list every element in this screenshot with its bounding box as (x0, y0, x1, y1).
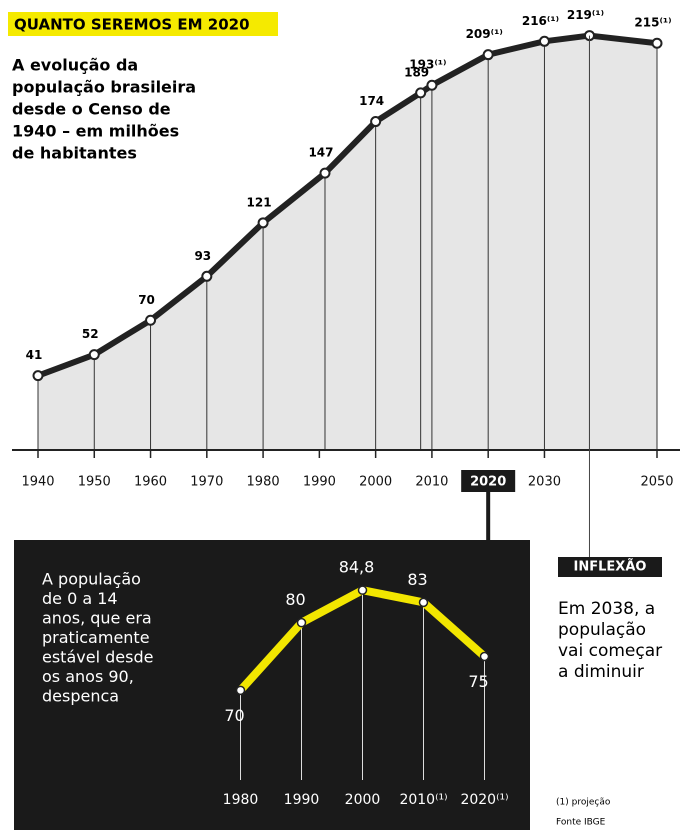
annotation-title: INFLEXÃO (574, 559, 647, 575)
point (235, 685, 246, 696)
subtitle: desde o Censo de (12, 100, 171, 119)
point (370, 116, 382, 128)
point (651, 37, 663, 49)
data-label: 83 (407, 570, 427, 589)
point (415, 87, 427, 99)
x-tick-label: 1950 (78, 475, 111, 490)
x-tick-label: 2000 (345, 792, 381, 808)
title: QUANTO SEREMOS EM 2020 (14, 16, 250, 34)
subtitle: de habitantes (12, 144, 137, 163)
data-label: 193⁽¹⁾ (409, 58, 446, 72)
point (319, 167, 331, 179)
x-tick-label: 2020⁽¹⁾ (460, 792, 508, 808)
data-label: 41 (26, 348, 43, 362)
point (32, 370, 44, 382)
data-label: 70 (138, 293, 155, 307)
x-tick-label: 2010 (415, 475, 448, 490)
subtitle: população brasileira (12, 78, 196, 97)
data-label: 52 (82, 327, 99, 341)
data-label: 216⁽¹⁾ (522, 14, 559, 28)
x-tick-label: 1970 (190, 475, 223, 490)
data-label: 147 (308, 146, 333, 160)
subtitle: 1940 – em milhões (12, 122, 179, 141)
note: (1) projeção (556, 798, 611, 808)
data-label: 174 (359, 94, 384, 108)
x-tick-label: 2030 (528, 475, 561, 490)
x-tick-label: 1990 (303, 475, 336, 490)
x-tick-label: 1980 (223, 792, 259, 808)
inset-annotation: despenca (42, 687, 119, 706)
data-label: 209⁽¹⁾ (466, 27, 503, 41)
point (479, 651, 490, 662)
subtitle: A evolução da (12, 56, 138, 75)
point (88, 349, 100, 361)
annotation: vai começar (558, 641, 662, 661)
inset-annotation: de 0 a 14 (42, 589, 118, 608)
annotation: a diminuir (558, 662, 644, 682)
point (257, 217, 269, 229)
x-tick-label: 1990 (284, 792, 320, 808)
point (418, 597, 429, 608)
data-label: 189 (404, 65, 429, 79)
source: Fonte IBGE (556, 818, 606, 828)
title-bg (8, 12, 278, 36)
inset-annotation: A população (42, 570, 141, 589)
data-label: 121 (247, 195, 272, 209)
point (357, 585, 368, 595)
point (145, 314, 157, 326)
x-tick-label: 1960 (134, 475, 167, 490)
point (482, 49, 494, 61)
data-label: 93 (194, 249, 211, 263)
inset-annotation: praticamente (42, 628, 150, 647)
annotation: população (558, 620, 646, 640)
x-tick-label: 2000 (359, 475, 392, 490)
data-label: 80 (285, 590, 305, 609)
annotation: Em 2038, a (558, 599, 655, 619)
point (201, 270, 213, 282)
inset-annotation: anos, que era (42, 609, 152, 628)
data-label: 70 (224, 706, 244, 725)
x-tick-label: 2010⁽¹⁾ (399, 792, 447, 808)
point (538, 35, 550, 47)
x-tick-label: 2020 (470, 475, 506, 490)
data-label: 219⁽¹⁾ (567, 8, 604, 22)
annotation-bg (558, 557, 662, 577)
x-tick-label: 1980 (247, 475, 280, 490)
inset-annotation: estável desde (42, 648, 153, 667)
data-label: 84,8 (339, 558, 375, 577)
x-tick-label: 1940 (21, 475, 54, 490)
inset-annotation: os anos 90, (42, 667, 134, 686)
x-tick-label: 2050 (640, 475, 673, 490)
inset-box (14, 540, 530, 830)
point (426, 79, 438, 91)
data-label: 75 (468, 672, 488, 691)
data-label: 215⁽¹⁾ (634, 16, 671, 30)
highlight-bg (461, 470, 516, 492)
area (38, 35, 657, 450)
point (296, 617, 307, 628)
